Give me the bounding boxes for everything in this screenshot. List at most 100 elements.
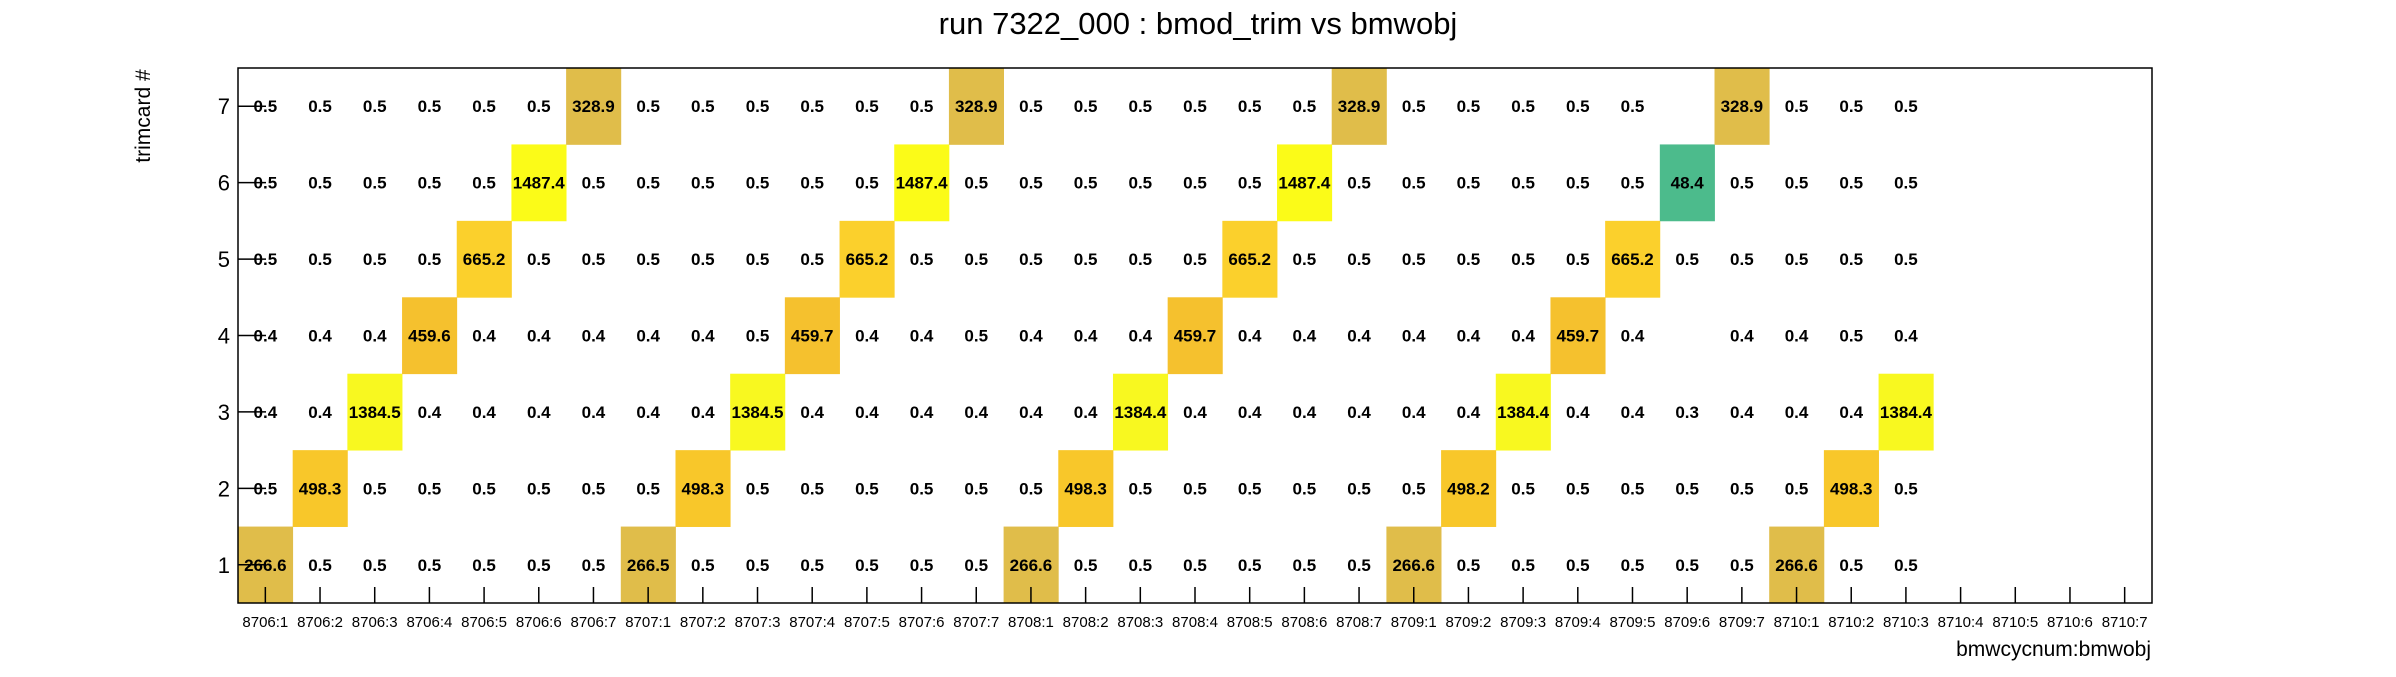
cell-value-label: 0.5 [1128, 556, 1152, 575]
cell-value-label: 0.5 [472, 556, 496, 575]
cell-value-label: 0.4 [418, 403, 442, 422]
cell-value-label: 0.5 [1293, 250, 1317, 269]
heatmap-cell [894, 144, 950, 222]
cell-value-label: 266.5 [627, 556, 670, 575]
cell-value-label: 0.5 [1839, 174, 1863, 193]
heatmap-cell [1714, 68, 1770, 145]
cells-layer [238, 68, 1934, 604]
cell-value-label: 0.5 [363, 250, 387, 269]
cell-value-label: 0.4 [1183, 403, 1207, 422]
cell-value-label: 0.5 [582, 174, 606, 193]
cell-value-label: 0.5 [691, 174, 715, 193]
cell-value-label: 0.5 [418, 250, 442, 269]
x-tick-label: 8706:3 [352, 614, 398, 631]
cell-value-label: 0.4 [582, 327, 606, 346]
x-tick-label: 8707:2 [680, 614, 726, 631]
x-tick-label: 8707:4 [789, 614, 835, 631]
cell-value-label: 0.4 [1402, 327, 1426, 346]
cell-value-label: 0.5 [308, 97, 332, 116]
cell-value-label: 1384.4 [1497, 403, 1550, 422]
cell-value-label: 0.4 [910, 403, 934, 422]
cell-value-label: 0.5 [1128, 250, 1152, 269]
cell-value-label: 0.5 [1402, 97, 1426, 116]
cell-value-label: 0.4 [800, 403, 824, 422]
cell-value-label: 498.3 [1064, 479, 1107, 498]
cell-value-label: 0.4 [363, 327, 387, 346]
cell-value-label: 0.5 [527, 556, 551, 575]
cell-value-label: 0.5 [1839, 250, 1863, 269]
cell-value-label: 0.5 [636, 250, 660, 269]
x-tick-label: 8706:7 [571, 614, 617, 631]
cell-value-label: 0.5 [1730, 250, 1754, 269]
heatmap-cell [1878, 373, 1934, 451]
heatmap-cell [1495, 373, 1551, 451]
heatmap-cell [1550, 297, 1606, 375]
y-tick-label: 3 [218, 400, 230, 425]
y-tick-label: 7 [218, 94, 230, 119]
cell-value-label: 0.4 [1074, 327, 1098, 346]
cell-value-label: 0.4 [1785, 327, 1809, 346]
cell-value-label: 0.5 [1457, 174, 1481, 193]
cell-value-label: 266.6 [1392, 556, 1435, 575]
x-tick-label: 8710:4 [1938, 614, 1984, 631]
cell-value-label: 0.5 [1238, 97, 1262, 116]
cell-value-label: 0.4 [472, 403, 496, 422]
cell-value-label: 0.5 [1347, 250, 1371, 269]
cell-value-label: 0.4 [1457, 327, 1481, 346]
cell-value-label: 0.5 [1566, 174, 1590, 193]
cell-value-label: 0.4 [1566, 403, 1590, 422]
cell-value-label: 0.5 [472, 479, 496, 498]
cell-value-label: 0.5 [472, 97, 496, 116]
cell-value-label: 0.5 [1074, 250, 1098, 269]
heatmap-cell [1441, 450, 1497, 527]
cell-value-label: 0.4 [1839, 403, 1863, 422]
cell-value-label: 0.5 [1785, 250, 1809, 269]
heatmap-cell [730, 373, 786, 451]
cell-value-label: 0.4 [1785, 403, 1809, 422]
heatmap-cell [1331, 68, 1387, 145]
cell-value-label: 0.5 [1511, 97, 1535, 116]
x-tick-label: 8710:6 [2047, 614, 2093, 631]
cell-value-label: 266.6 [1010, 556, 1053, 575]
axes-layer: 1 2 3 4 5 6 7 8706:1 8706:2 8706:3 8706:4 8706:5 870… [218, 94, 2148, 631]
cell-value-label: 0.5 [1566, 479, 1590, 498]
cell-value-label: 0.5 [1293, 97, 1317, 116]
cell-value-label: 0.5 [746, 479, 770, 498]
cell-value-label: 0.5 [1128, 97, 1152, 116]
x-tick-label: 8708:3 [1117, 614, 1163, 631]
cell-value-label: 0.5 [1402, 250, 1426, 269]
y-tick-label: 2 [218, 476, 230, 501]
cell-value-label: 0.5 [964, 327, 988, 346]
cell-value-label: 0.5 [1183, 250, 1207, 269]
cell-value-label: 0.5 [964, 479, 988, 498]
x-tick-label: 8706:1 [242, 614, 288, 631]
cell-value-label: 0.5 [746, 174, 770, 193]
x-tick-label: 8706:5 [461, 614, 507, 631]
cell-value-label: 0.5 [1019, 479, 1043, 498]
cell-value-label: 0.5 [855, 97, 879, 116]
x-tick-label: 8706:2 [297, 614, 343, 631]
cell-value-label: 0.4 [1238, 327, 1262, 346]
heatmap-cell [784, 297, 840, 375]
x-tick-label: 8708:7 [1336, 614, 1382, 631]
cell-value-label: 459.7 [1557, 327, 1600, 346]
cell-value-label: 0.5 [1675, 479, 1699, 498]
x-tick-label: 8710:7 [2102, 614, 2148, 631]
cell-value-label: 0.4 [472, 327, 496, 346]
cell-value-label: 665.2 [846, 250, 889, 269]
cell-value-label: 0.5 [1511, 174, 1535, 193]
cell-value-label: 665.2 [1611, 250, 1654, 269]
cell-value-label: 0.5 [636, 174, 660, 193]
cell-value-label: 0.5 [746, 250, 770, 269]
cell-value-label: 498.3 [1830, 479, 1873, 498]
cell-value-label: 0.5 [1785, 97, 1809, 116]
cell-value-label: 0.5 [1293, 556, 1317, 575]
cell-value-label: 0.5 [527, 97, 551, 116]
cell-value-label: 459.7 [1174, 327, 1217, 346]
heatmap-cell [347, 373, 403, 451]
cell-value-label: 328.9 [955, 97, 998, 116]
cell-value-label: 0.5 [1019, 250, 1043, 269]
cell-value-label: 0.5 [363, 479, 387, 498]
cell-value-label: 0.4 [582, 403, 606, 422]
x-tick-label: 8709:4 [1555, 614, 1601, 631]
